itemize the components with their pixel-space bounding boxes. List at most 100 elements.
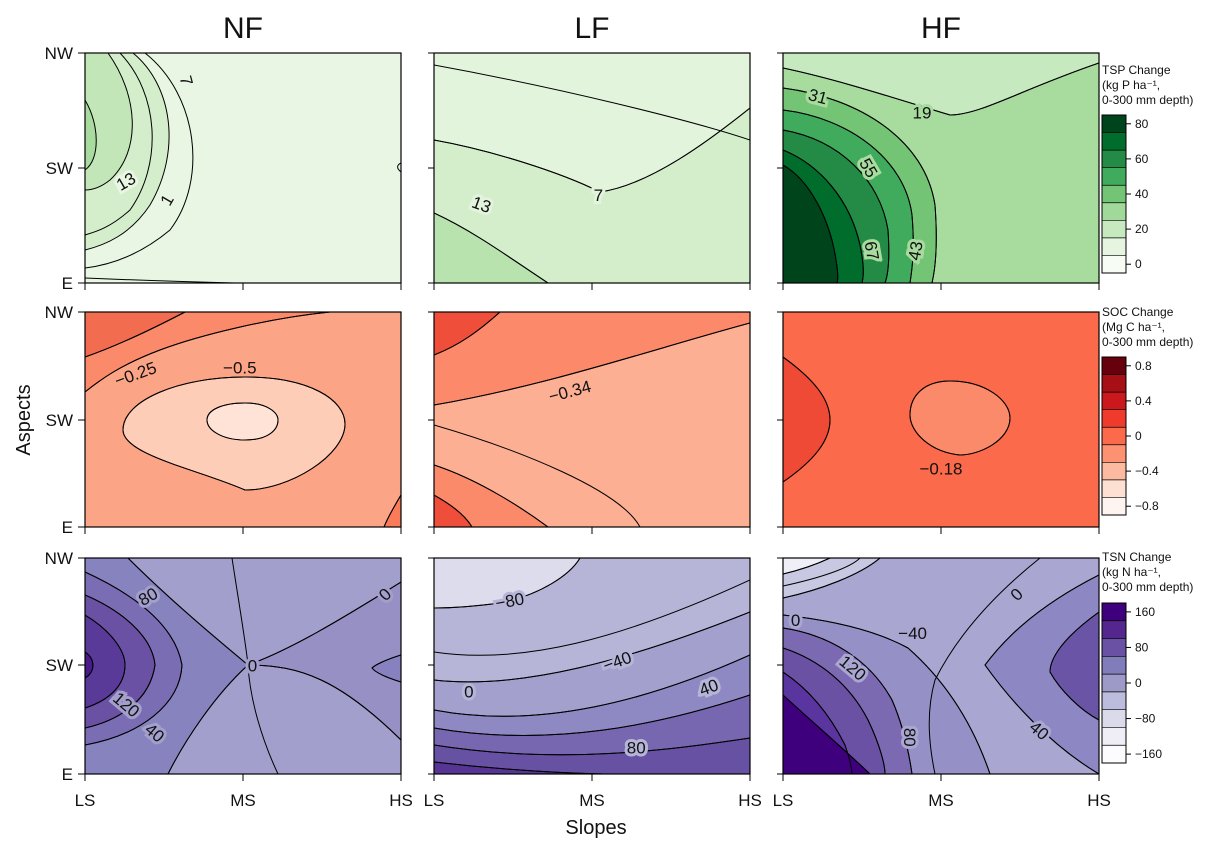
contour-label: −0.18 bbox=[919, 459, 962, 478]
column-title-nf: NF bbox=[223, 12, 263, 45]
colorbar-tick-label: 0 bbox=[1135, 676, 1142, 690]
soc-lf-panel bbox=[433, 311, 751, 528]
x-tick-label-ls: LS bbox=[75, 791, 96, 810]
colorbar-tick-label: 80 bbox=[1135, 640, 1149, 654]
tsn-hf-contour bbox=[1049, 611, 1099, 721]
contour-label-halo: −40 bbox=[898, 624, 927, 643]
colorbar-swatch bbox=[1102, 745, 1126, 764]
colorbar-swatch bbox=[1102, 603, 1126, 622]
y-tick-label-sw: SW bbox=[46, 656, 73, 675]
colorbar-tick-label: 0.8 bbox=[1135, 359, 1152, 373]
colorbar-swatch bbox=[1102, 185, 1126, 204]
contour-label: 67 bbox=[861, 240, 883, 262]
colorbar-swatch bbox=[1102, 691, 1126, 711]
x-tick-label-ms: MS bbox=[230, 791, 256, 810]
colorbar-title-line: 0-300 mm depth) bbox=[1102, 580, 1193, 594]
soc-colorbar-title: SOC Change (Mg C ha⁻¹, 0-300 mm depth) bbox=[1102, 305, 1193, 349]
tsn-hf-contour bbox=[783, 647, 886, 774]
tsn-lf-contour bbox=[434, 761, 640, 774]
x-axis-title: Slopes bbox=[565, 817, 626, 839]
x-tick-label-ms: MS bbox=[928, 791, 954, 810]
y-tick-label-nw: NW bbox=[45, 303, 73, 322]
soc-lf-contour bbox=[434, 312, 501, 356]
colorbar-title-line: (kg N ha⁻¹, bbox=[1102, 565, 1161, 579]
soc-lf-contour bbox=[434, 322, 750, 406]
soc-nf-contour bbox=[85, 312, 331, 393]
colorbar-tick-label: −0.4 bbox=[1135, 464, 1159, 478]
tsp-nf-contour bbox=[85, 277, 257, 283]
colorbar-tick-label: −0.8 bbox=[1135, 499, 1159, 513]
soc-colorbar: 0.8 0.4 0 −0.4 −0.8 bbox=[1101, 356, 1159, 516]
y-tick-label-e: E bbox=[62, 518, 73, 537]
contour-label: 80 bbox=[900, 728, 919, 747]
colorbar-tick-label: 0 bbox=[1135, 257, 1142, 271]
contour-label-halo: 19 bbox=[913, 103, 932, 122]
y-axis-title: Aspects bbox=[13, 384, 35, 455]
tsn-hf-contour bbox=[783, 627, 913, 774]
colorbar-title-line: TSP Change bbox=[1102, 63, 1171, 77]
contour-label: 7 bbox=[594, 186, 603, 205]
soc-hf-contour bbox=[783, 356, 831, 483]
contour-label-halo: 0 bbox=[464, 682, 473, 701]
tsn-lf-contour bbox=[434, 558, 581, 609]
tsn-hf-contour bbox=[783, 558, 831, 575]
tsn-nf-contour bbox=[247, 581, 401, 741]
tsp-lf-panel bbox=[433, 52, 751, 284]
colorbar-tick-label: 0.4 bbox=[1135, 394, 1152, 408]
column-title-hf: HF bbox=[921, 12, 961, 45]
contour-label: −0.5 bbox=[223, 358, 257, 377]
contour-label-halo: 80 bbox=[900, 728, 919, 747]
tsn-lf-contour bbox=[434, 611, 750, 683]
colorbar-tick-label: 60 bbox=[1135, 152, 1149, 166]
contour-label-halo: 0 bbox=[248, 657, 257, 676]
colorbar-swatch bbox=[1102, 202, 1126, 221]
colorbar-title-line: 0-300 mm depth) bbox=[1102, 93, 1193, 107]
colorbar-tick-label: 40 bbox=[1135, 187, 1149, 201]
soc-hf-contour bbox=[909, 380, 1011, 456]
colorbar-swatch bbox=[1102, 727, 1126, 746]
tsn-nf-contour bbox=[85, 571, 183, 746]
colorbar-tick-label: 160 bbox=[1135, 605, 1155, 619]
tsn-lf-contour bbox=[434, 654, 750, 717]
contour-label-halo: −0.5 bbox=[223, 358, 257, 377]
tsn-lf-contour bbox=[434, 737, 750, 756]
soc-lf-contour bbox=[434, 424, 641, 527]
colorbar-swatch bbox=[1102, 115, 1126, 134]
tsp-colorbar-title: TSP Change (kg P ha⁻¹, 0-300 mm depth) bbox=[1102, 63, 1193, 107]
tsn-hf-contour bbox=[783, 558, 861, 587]
colorbar-title-line: (Mg C ha⁻¹, bbox=[1102, 320, 1165, 334]
soc-hf-panel bbox=[782, 311, 1100, 528]
tsp-hf-contour bbox=[783, 149, 864, 283]
contour-label-halo: 0 bbox=[791, 611, 800, 630]
colorbar-swatch bbox=[1102, 620, 1126, 640]
contour-label: 19 bbox=[913, 103, 932, 122]
x-tick-label-ls: LS bbox=[424, 791, 445, 810]
colorbar-swatch bbox=[1102, 392, 1126, 411]
colorbar-title-line: TSN Change bbox=[1102, 550, 1172, 564]
y-tick-label-e: E bbox=[62, 274, 73, 293]
colorbar-swatch bbox=[1102, 462, 1126, 481]
tsp-hf-contour bbox=[783, 87, 937, 283]
tsp-nf-contour bbox=[85, 53, 153, 236]
contour-label: −40 bbox=[898, 624, 927, 643]
soc-nf-contour bbox=[85, 312, 186, 358]
inner-y-ticks bbox=[428, 52, 783, 775]
colorbar-swatch bbox=[1102, 674, 1126, 693]
contour-label-halo: 80 bbox=[627, 739, 646, 758]
colorbar-swatch bbox=[1102, 479, 1126, 498]
colorbar-swatch bbox=[1102, 150, 1126, 169]
tsp-colorbar: 80 60 40 20 0 bbox=[1101, 114, 1149, 274]
y-axis-row-0 bbox=[78, 52, 85, 284]
x-tick-label-ms: MS bbox=[579, 791, 605, 810]
tsn-lf-contour bbox=[434, 579, 750, 656]
contour-label-halo: −0.18 bbox=[919, 459, 962, 478]
colorbar-title-line: SOC Change bbox=[1102, 305, 1174, 319]
tsn-lf-panel bbox=[433, 557, 751, 775]
contour-label: −80 bbox=[494, 589, 526, 613]
x-ticks bbox=[84, 283, 1100, 781]
contour-label: 0 bbox=[248, 657, 257, 676]
colorbar-title-line: (kg P ha⁻¹, bbox=[1102, 78, 1160, 92]
tsn-nf-contour bbox=[371, 654, 401, 683]
soc-nf-contour bbox=[122, 376, 346, 491]
contour-label: 0 bbox=[791, 611, 800, 630]
